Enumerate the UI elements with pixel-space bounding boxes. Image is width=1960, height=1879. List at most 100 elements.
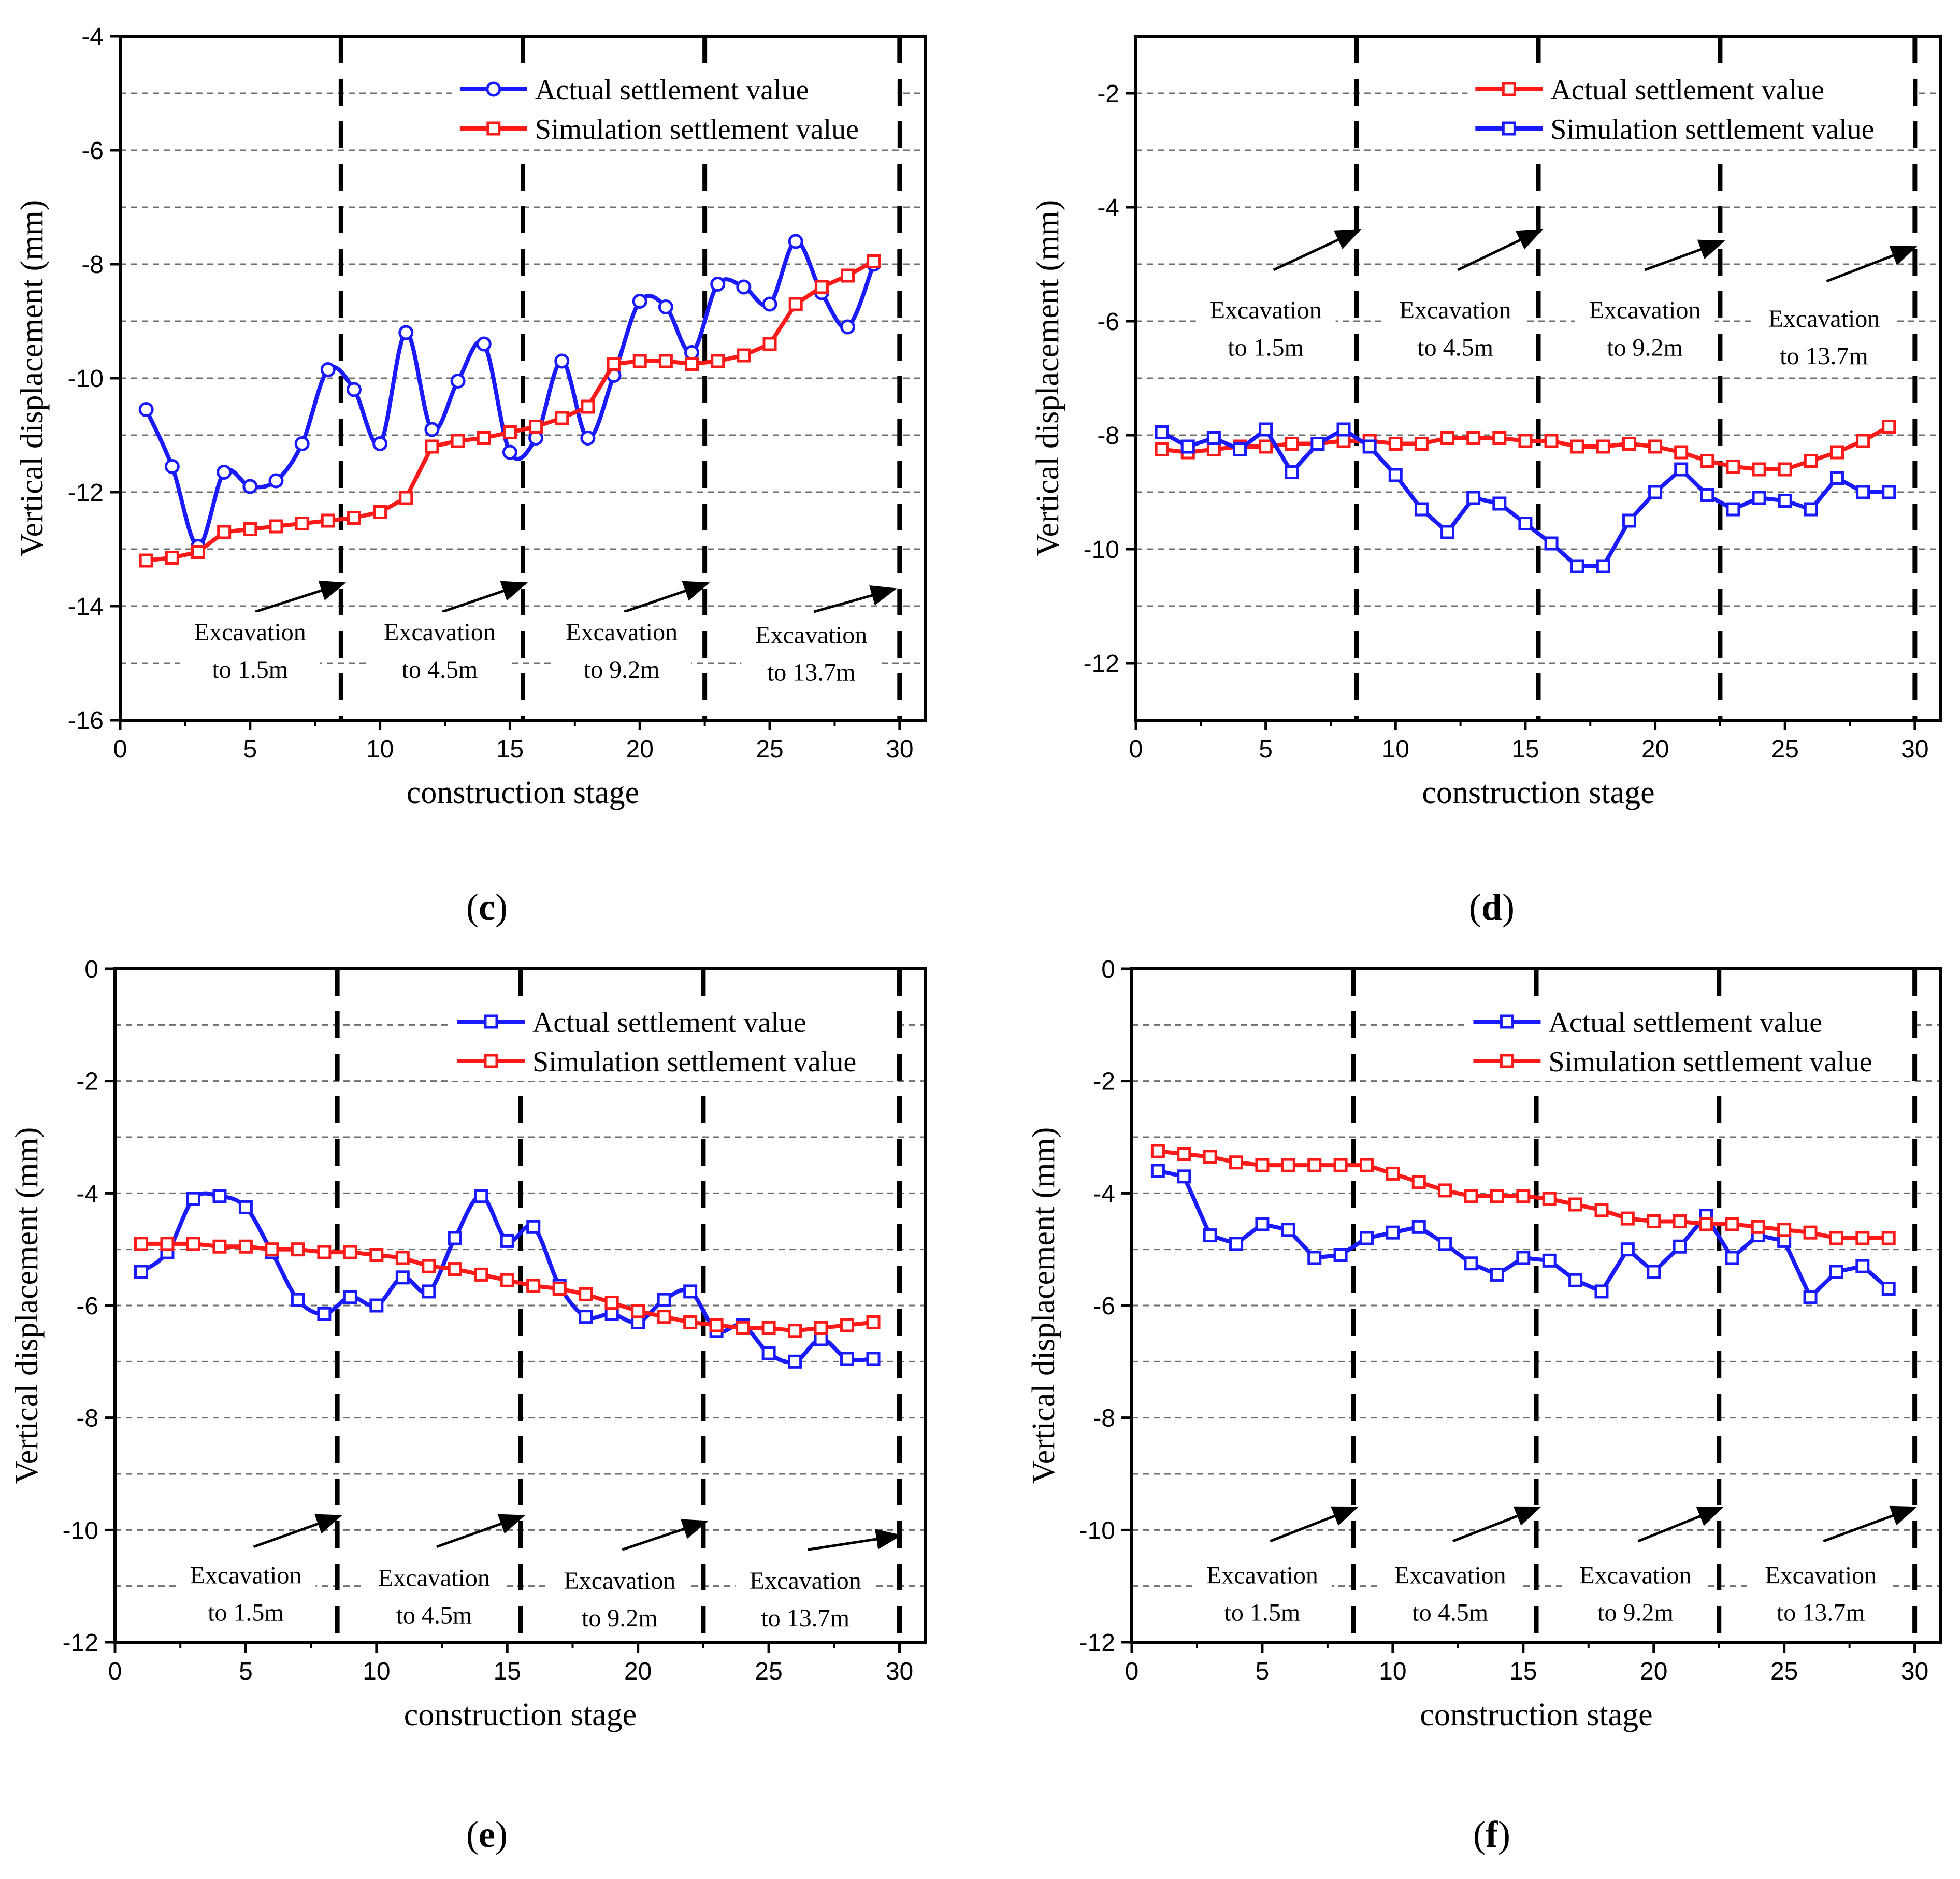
y-tick-label: -12 bbox=[1084, 650, 1119, 678]
data-point bbox=[217, 465, 232, 480]
panel-label-letter: e bbox=[479, 1814, 495, 1855]
data-point bbox=[474, 1189, 488, 1203]
data-point bbox=[658, 354, 673, 368]
data-point bbox=[134, 1265, 148, 1279]
y-tick-label: -2 bbox=[1097, 80, 1119, 108]
chart-panel-f: 0 5 10 15 20 25 30 -12 -10 -8 -6 -4 -2 0 construction … bbox=[1026, 956, 1942, 1855]
annotation-arrow bbox=[1457, 228, 1544, 271]
annotation-arrow bbox=[808, 1529, 902, 1551]
data-point bbox=[604, 1307, 619, 1321]
data-point bbox=[1803, 1225, 1818, 1240]
panel-label-letter: c bbox=[479, 886, 495, 928]
data-point bbox=[1336, 434, 1351, 448]
annotation-line-2: to 9.2m bbox=[584, 656, 660, 683]
data-point bbox=[1150, 1164, 1165, 1178]
data-point bbox=[1829, 471, 1844, 485]
panel-label: (f) bbox=[1473, 1814, 1510, 1855]
annotation-arrow bbox=[1826, 246, 1918, 283]
data-point bbox=[1725, 1217, 1739, 1231]
data-point bbox=[1516, 1251, 1531, 1265]
x-axis-title: construction stage bbox=[404, 1697, 637, 1732]
data-point bbox=[762, 296, 777, 312]
panel-label-letter: f bbox=[1486, 1814, 1498, 1855]
annotation-arrow bbox=[622, 1519, 709, 1551]
data-point bbox=[1673, 1214, 1687, 1228]
data-point bbox=[1542, 1253, 1557, 1268]
y-tick-label: -4 bbox=[81, 23, 104, 51]
data-point bbox=[658, 299, 673, 314]
data-point bbox=[607, 357, 621, 371]
x-tick-label: 30 bbox=[1901, 736, 1928, 763]
panel-label-close: ) bbox=[495, 1814, 508, 1855]
y-tick-label: -8 bbox=[81, 251, 104, 279]
x-tick-label: 5 bbox=[239, 1658, 253, 1685]
y-tick-label: -10 bbox=[1079, 1517, 1115, 1544]
x-tick-label: 30 bbox=[886, 736, 913, 763]
data-point bbox=[788, 1324, 802, 1338]
x-tick-label: 5 bbox=[243, 736, 257, 763]
panel-label-close: ) bbox=[1502, 886, 1515, 928]
data-point bbox=[1855, 1231, 1870, 1245]
y-tick-label: -2 bbox=[1093, 1068, 1115, 1096]
data-point bbox=[395, 1251, 410, 1265]
x-axis: 0 5 10 15 20 25 30 bbox=[113, 720, 914, 763]
data-point bbox=[451, 434, 465, 448]
data-point bbox=[631, 1304, 645, 1318]
annotation-line-2: to 1.5m bbox=[212, 656, 288, 683]
annotation-line-1: Excavation bbox=[384, 619, 496, 646]
data-point bbox=[1700, 454, 1714, 468]
annotation-line-2: to 9.2m bbox=[1607, 334, 1683, 362]
legend: Actual settlement value Simulation settle… bbox=[449, 1005, 895, 1081]
annotation-arrow bbox=[442, 581, 528, 613]
annotation-background bbox=[552, 612, 692, 690]
y-tick-label: -8 bbox=[1093, 1405, 1115, 1432]
data-point bbox=[1856, 434, 1870, 448]
data-point bbox=[164, 459, 180, 474]
data-point bbox=[1362, 439, 1377, 454]
data-point bbox=[1594, 1284, 1609, 1299]
x-tick-label: 20 bbox=[626, 736, 654, 763]
y-tick-label: -4 bbox=[1097, 194, 1119, 222]
data-point bbox=[1829, 1265, 1843, 1279]
data-point bbox=[502, 425, 517, 439]
y-tick-label: -12 bbox=[68, 479, 104, 507]
x-axis: 0 5 10 15 20 25 30 bbox=[108, 1642, 913, 1685]
data-point bbox=[372, 436, 388, 451]
annotations: Excavation to 1.5m Excavation to 4.5m Excava… bbox=[176, 1514, 902, 1639]
data-point bbox=[1777, 1223, 1792, 1237]
x-tick-label: 0 bbox=[113, 736, 127, 763]
data-point bbox=[1620, 1211, 1635, 1226]
data-point bbox=[238, 1239, 253, 1254]
data-point bbox=[1490, 1189, 1504, 1203]
data-point bbox=[1281, 1158, 1295, 1172]
data-point bbox=[1336, 422, 1351, 437]
data-point bbox=[217, 525, 232, 539]
data-point bbox=[683, 1315, 698, 1329]
data-point bbox=[1233, 442, 1247, 456]
x-tick-label: 20 bbox=[1640, 1658, 1667, 1685]
data-point bbox=[1206, 442, 1221, 456]
data-point bbox=[1255, 1217, 1270, 1231]
annotation-arrow bbox=[624, 581, 710, 613]
x-tick-label: 15 bbox=[1511, 736, 1539, 763]
annotation-line-2: to 4.5m bbox=[1417, 334, 1493, 362]
x-tick-label: 25 bbox=[1771, 736, 1799, 763]
data-point bbox=[579, 1310, 593, 1324]
y-axis-title: Vertical displacement (mm) bbox=[15, 200, 50, 557]
data-point bbox=[1492, 496, 1507, 511]
legend-swatch-marker bbox=[1502, 82, 1516, 96]
data-point bbox=[1620, 1242, 1635, 1257]
data-point bbox=[1203, 1150, 1217, 1164]
annotation-line-2: to 9.2m bbox=[582, 1604, 658, 1632]
annotation-line-1: Excavation bbox=[190, 1561, 301, 1589]
y-tick-label: -6 bbox=[1097, 308, 1119, 336]
panel-label-close: ) bbox=[495, 886, 508, 928]
data-point bbox=[1882, 420, 1896, 434]
annotation-background bbox=[1751, 1555, 1891, 1633]
data-point bbox=[138, 402, 154, 417]
data-point bbox=[269, 519, 283, 534]
data-point bbox=[1440, 431, 1455, 445]
data-point bbox=[343, 1290, 357, 1304]
data-point bbox=[814, 1332, 828, 1346]
